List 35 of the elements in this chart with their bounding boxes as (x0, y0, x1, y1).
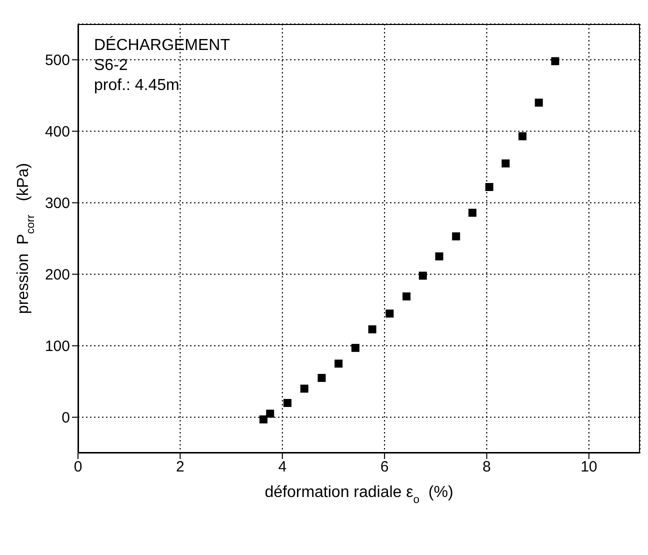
y-tick-label: 200 (44, 266, 70, 284)
y-tick-label: 100 (44, 338, 70, 356)
x-tick-label: 10 (580, 458, 598, 476)
x-tick-label: 4 (278, 458, 287, 476)
point (518, 132, 526, 140)
x-tick-label: 2 (176, 458, 184, 476)
point (468, 208, 476, 217)
annotation: S6-2 (94, 56, 129, 76)
x-tick-label: 0 (74, 458, 82, 476)
point (435, 252, 444, 260)
point (534, 98, 543, 107)
point (351, 344, 360, 352)
x-axis-title: déformation radiale ε$_{o}$ (%) (264, 484, 454, 506)
point (259, 415, 268, 424)
y-tick-label: 0 (62, 410, 70, 427)
point (283, 398, 292, 407)
point (452, 232, 460, 240)
x-tick-label: 6 (380, 458, 389, 476)
point (551, 57, 560, 66)
point (368, 325, 376, 334)
annotation: DÉCHARGEMENT (94, 36, 230, 56)
point (318, 374, 326, 382)
point (266, 410, 274, 418)
point (418, 272, 427, 280)
y-tick-label: 400 (44, 124, 70, 141)
point (300, 384, 308, 393)
annotation: prof.: 4.45m (94, 76, 180, 96)
y-tick-label: 300 (44, 195, 70, 212)
point (502, 159, 510, 168)
point (334, 360, 343, 368)
point (402, 292, 411, 300)
point (386, 310, 394, 318)
point (485, 183, 494, 192)
y-tick-label: 500 (44, 52, 70, 70)
x-tick-label: 8 (482, 458, 491, 476)
